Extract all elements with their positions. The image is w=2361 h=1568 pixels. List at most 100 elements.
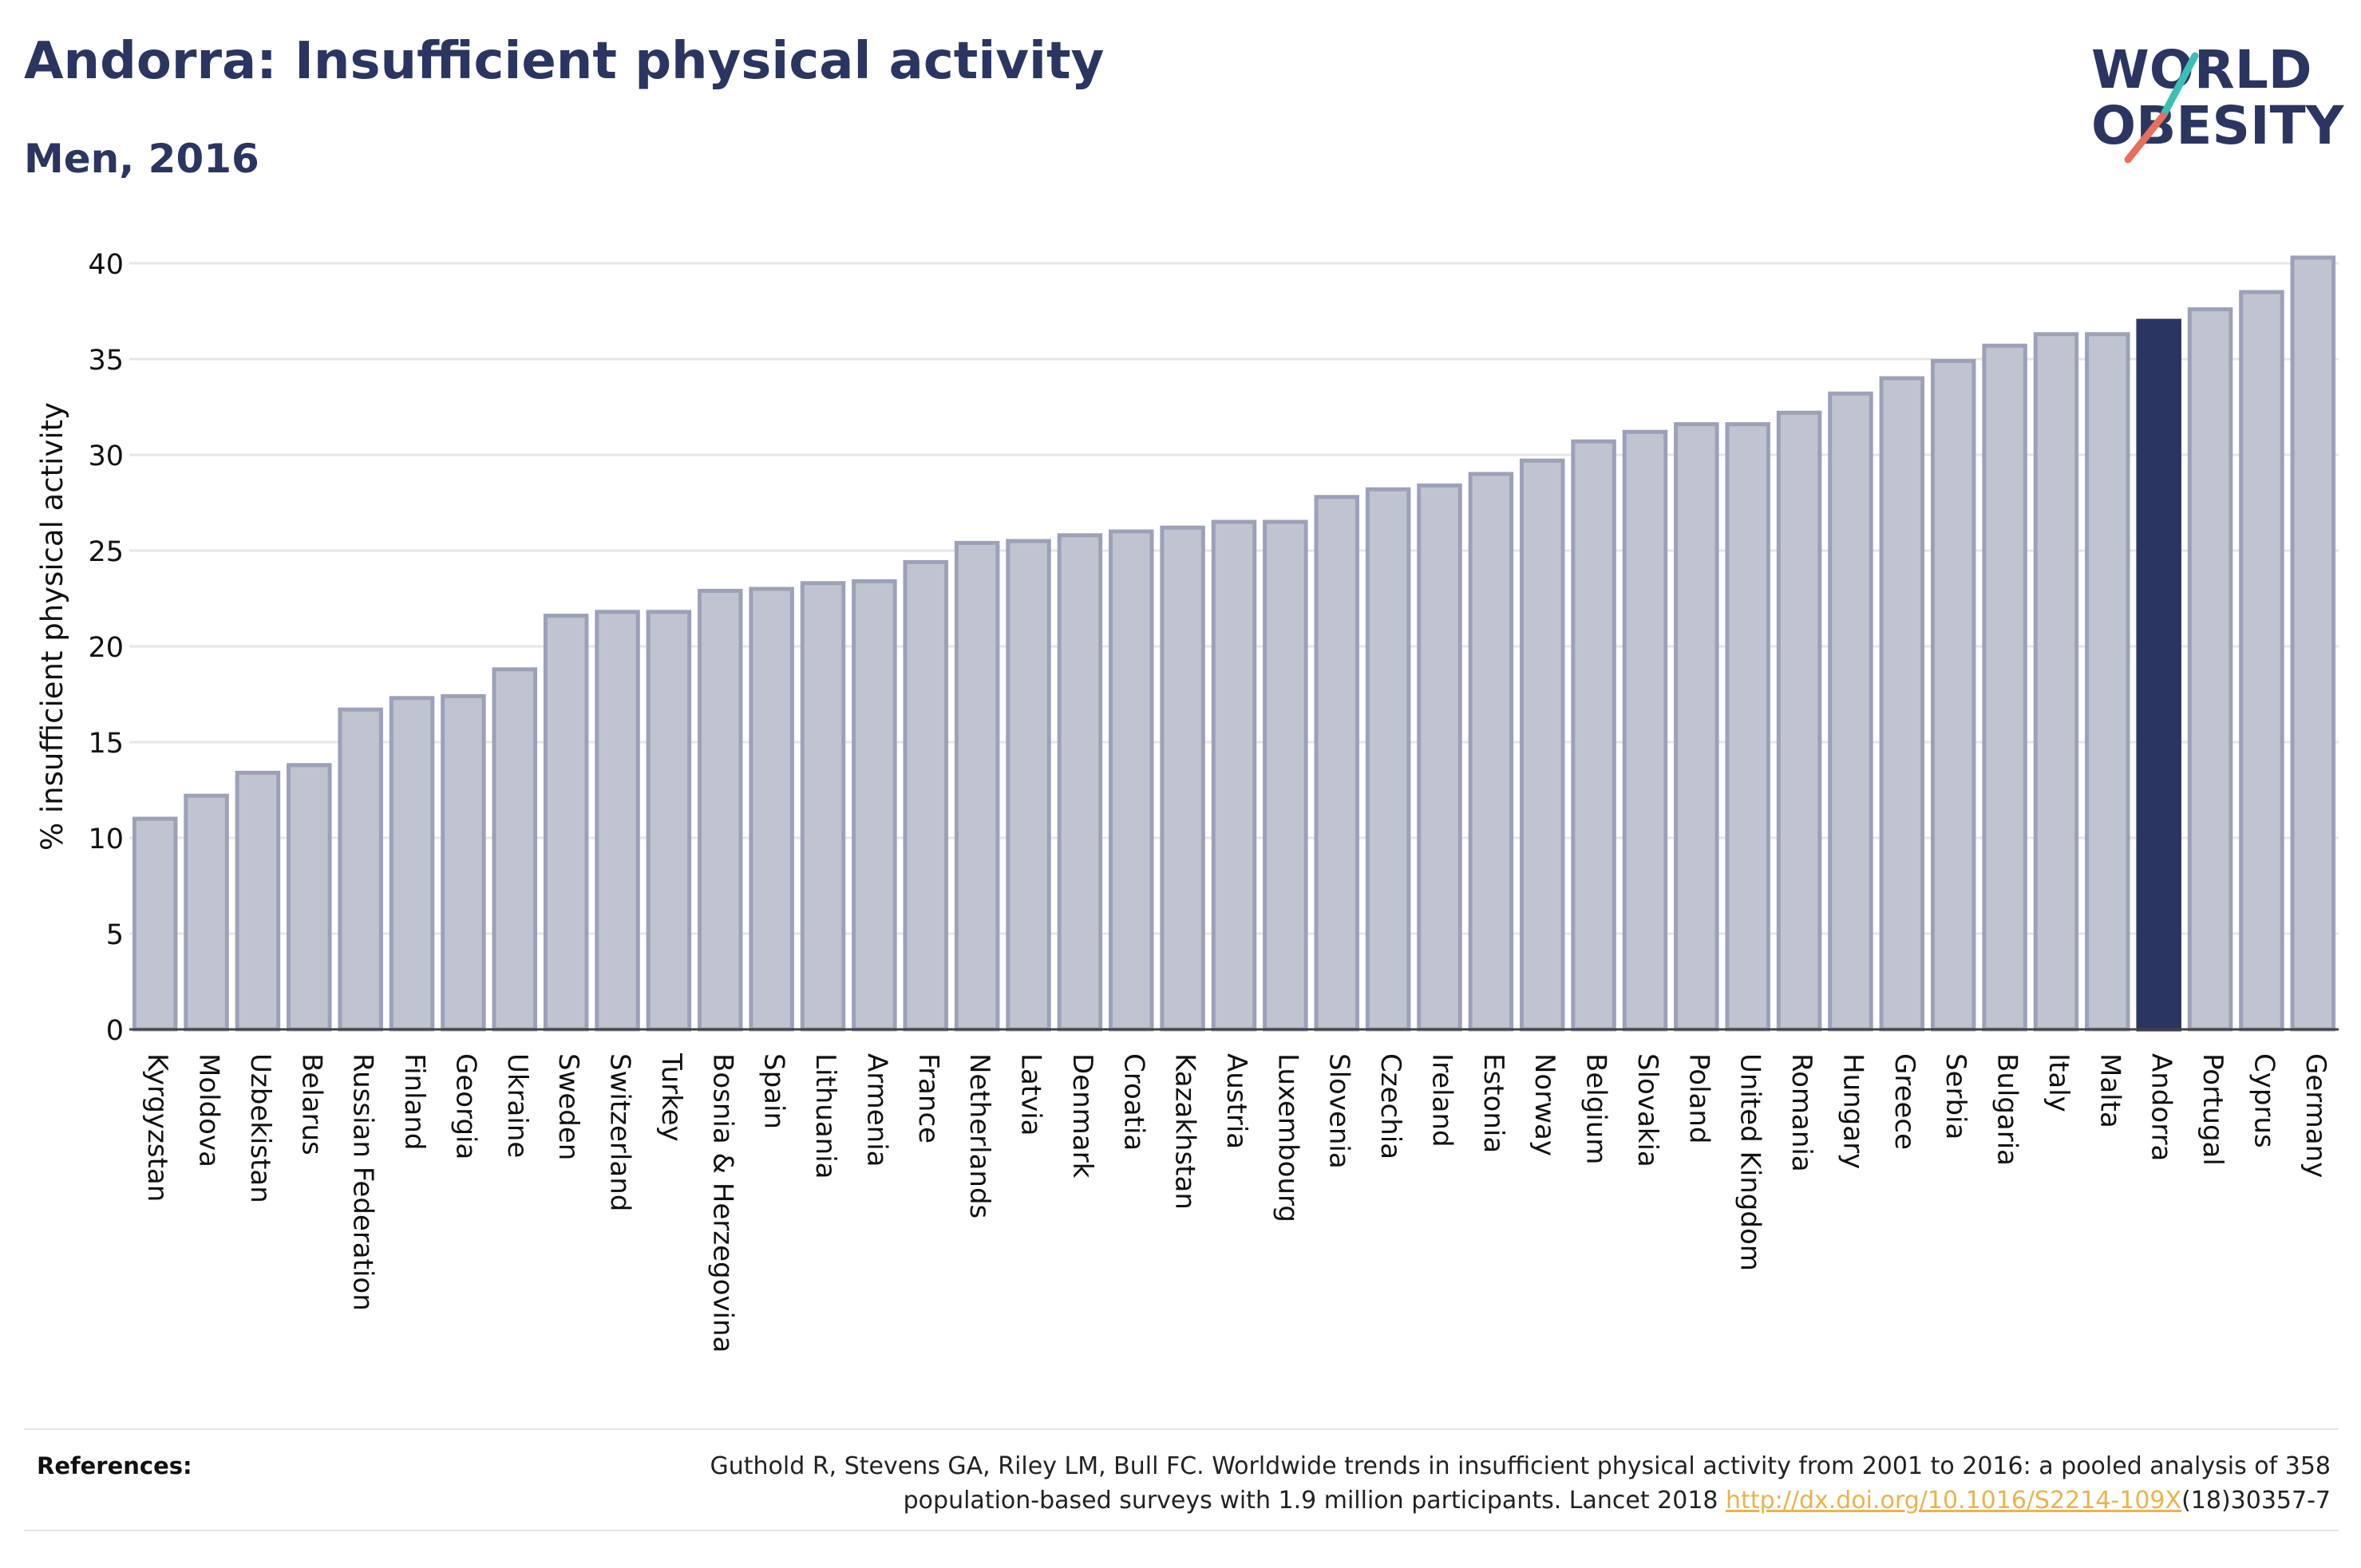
x-tick-label: Bulgaria — [1991, 1053, 2023, 1166]
x-tick-label: Greece — [1888, 1053, 1920, 1150]
bar — [1930, 358, 1976, 1032]
bar — [2033, 332, 2079, 1032]
y-tick-label: 5 — [106, 919, 124, 951]
bar — [749, 587, 794, 1032]
bar-chart: 0 5 10 15 20 25 30 35 40 Kyrgyzstan Moldova Uzbeki… — [35, 249, 2339, 1353]
bar — [1006, 539, 1051, 1032]
bar — [235, 770, 281, 1032]
bar — [1417, 483, 1462, 1032]
bar — [2085, 332, 2130, 1032]
x-tick-label: Netherlands — [963, 1053, 995, 1218]
x-tick-label: Hungary — [1837, 1053, 1869, 1169]
bar — [1109, 529, 1154, 1032]
x-tick-label: Turkey — [655, 1053, 687, 1142]
x-tick-label: Latvia — [1015, 1053, 1047, 1136]
logo-text-obesity: OBESITY — [2091, 95, 2345, 156]
bar — [1776, 410, 1822, 1032]
bar — [1160, 525, 1205, 1032]
bar — [1828, 391, 1873, 1032]
bar — [1519, 458, 1565, 1032]
bar — [852, 579, 897, 1032]
y-tick-labels: 0 5 10 15 20 25 30 35 40 — [88, 249, 124, 1047]
bar — [2239, 290, 2284, 1032]
x-tick-label: Slovenia — [1323, 1053, 1355, 1169]
x-tick-label: Germany — [2300, 1053, 2331, 1178]
x-tick-label: Russian Federation — [347, 1053, 379, 1311]
x-tick-label: Kyrgyzstan — [141, 1053, 173, 1202]
chart-title: Andorra: Insufficient physical activity — [24, 32, 1105, 91]
x-tick-label: Switzerland — [604, 1053, 636, 1211]
y-tick-label: 20 — [88, 632, 124, 664]
x-tick-label: Ireland — [1426, 1053, 1457, 1147]
x-tick-label: Serbia — [1940, 1053, 1971, 1139]
bar-highlight — [2136, 318, 2181, 1032]
x-tick-label: Denmark — [1066, 1053, 1098, 1179]
y-tick-label: 30 — [88, 440, 124, 472]
x-tick-label: Finland — [398, 1053, 430, 1151]
logo-slash-bottom — [2124, 112, 2167, 164]
x-tick-label: Kazakhstan — [1169, 1053, 1201, 1210]
x-tick-labels: Kyrgyzstan Moldova Uzbekistan Belarus Russia… — [141, 1053, 2331, 1353]
y-tick-label: 10 — [88, 823, 124, 855]
logo-slash-top — [2159, 52, 2199, 120]
y-tick-label: 40 — [88, 249, 124, 281]
bar — [646, 610, 692, 1032]
bar — [389, 696, 435, 1032]
x-tick-label: Lithuania — [809, 1053, 841, 1179]
bar — [1622, 429, 1668, 1032]
x-tick-label: Moldova — [193, 1053, 225, 1167]
bar — [492, 667, 538, 1032]
bar — [1211, 519, 1257, 1032]
bar — [954, 540, 1000, 1032]
x-tick-label: Austria — [1220, 1053, 1252, 1149]
reference-line-2-suffix: (18)30357-7 — [2181, 1487, 2331, 1515]
references-label: References: — [37, 1452, 192, 1479]
bar — [1571, 439, 1616, 1032]
bar — [338, 707, 383, 1032]
x-tick-label: Bosnia & Herzegovina — [706, 1053, 738, 1353]
references-section: References: Guthold R, Stevens GA, Riley… — [24, 1428, 2339, 1531]
x-tick-label: United Kingdom — [1734, 1053, 1766, 1271]
bar — [287, 763, 332, 1032]
bar — [132, 816, 178, 1032]
bar — [543, 614, 589, 1032]
bar — [1879, 376, 1925, 1032]
bar — [698, 588, 743, 1032]
reference-line-1: Guthold R, Stevens GA, Riley LM, Bull FC… — [710, 1452, 2331, 1480]
bar — [184, 793, 229, 1032]
reference-line-2-prefix: population-based surveys with 1.9 millio… — [903, 1487, 1726, 1515]
x-tick-label: Luxembourg — [1271, 1053, 1303, 1222]
x-tick-label: Ukraine — [501, 1053, 533, 1158]
x-tick-label: Spain — [758, 1053, 790, 1129]
x-tick-label: Belarus — [295, 1053, 327, 1155]
bar — [1674, 422, 1719, 1032]
x-tick-label: Estonia — [1477, 1053, 1509, 1153]
x-tick-label: Norway — [1529, 1053, 1560, 1156]
y-axis-title: % insufficient physical activity — [35, 402, 69, 851]
bar — [1725, 422, 1770, 1032]
x-tick-label: Cyprus — [2248, 1053, 2280, 1148]
x-tick-label: Belgium — [1580, 1053, 1612, 1164]
x-tick-label: Portugal — [2197, 1053, 2229, 1166]
reference-doi-link[interactable]: http://dx.doi.org/10.1016/S2214-109X — [1726, 1487, 2182, 1515]
y-tick-label: 25 — [88, 536, 124, 568]
bar — [1057, 533, 1103, 1032]
bar — [903, 559, 949, 1032]
world-obesity-logo: WORLD OBESITY — [2091, 39, 2345, 164]
x-tick-label: Romania — [1786, 1053, 1817, 1172]
bar — [2290, 255, 2336, 1032]
references-text: Guthold R, Stevens GA, Riley LM, Bull FC… — [495, 1449, 2331, 1518]
logo-text-world: WORLD — [2091, 39, 2312, 101]
bar — [595, 610, 640, 1032]
x-tick-label: Italy — [2043, 1053, 2074, 1112]
x-tick-label: Sweden — [552, 1053, 584, 1160]
bar — [1314, 495, 1359, 1032]
bar — [800, 581, 846, 1032]
x-tick-label: Croatia — [1117, 1053, 1149, 1151]
y-tick-label: 35 — [88, 345, 124, 377]
bar — [1468, 472, 1514, 1032]
bar — [441, 693, 486, 1032]
bar — [1263, 519, 1308, 1032]
x-tick-label: Georgia — [449, 1053, 481, 1159]
y-tick-label: 15 — [88, 728, 124, 760]
